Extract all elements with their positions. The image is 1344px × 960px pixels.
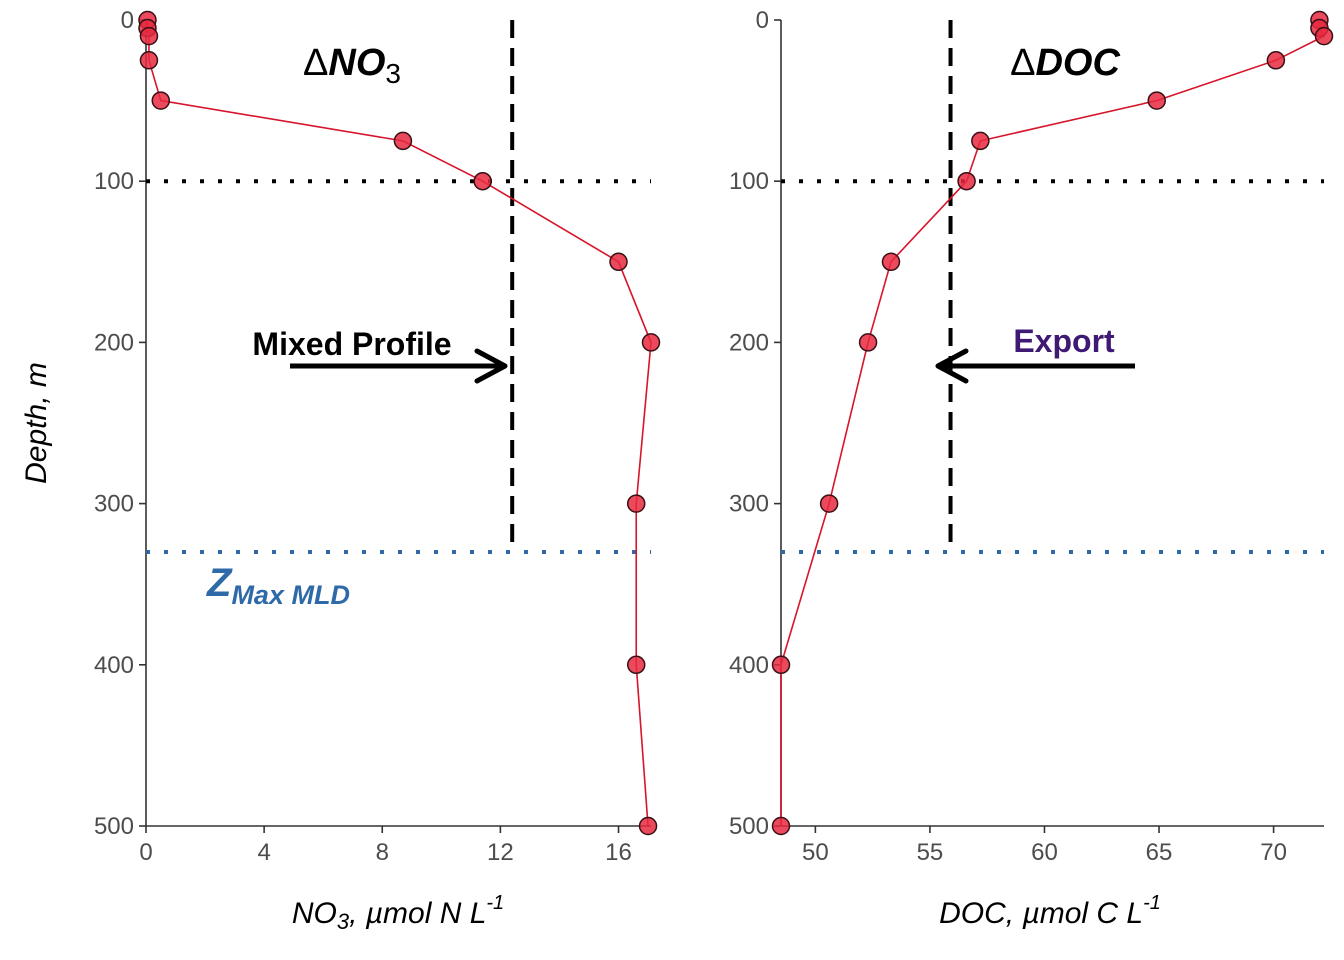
y-tick-label-doc: 0 [756,7,769,34]
panel-title-no3: ΔNO3 [303,42,401,89]
y-tick-label-no3: 400 [94,652,134,679]
data-point-no3 [638,816,658,836]
x-tick-label-doc: 60 [1031,839,1058,866]
mld-label: ZMax MLD [206,561,350,610]
arrow-head-no3 [474,348,508,384]
y-tick-label-no3: 100 [94,168,134,195]
y-tick-label-no3: 0 [121,7,134,34]
data-point-no3 [641,333,661,352]
panel-title-doc: ΔDOC [1010,42,1120,84]
data-point-no3 [151,91,171,110]
data-point-doc [971,131,990,151]
data-point-doc [1314,26,1334,46]
panel-doc: 0 100 200 300 400 500 50 55 60 65 70 ΔDOC DOC, µmo… [729,7,1334,930]
annotation-mixed-profile: Mixed Profile [252,326,451,362]
data-point-doc [771,816,791,836]
data-point-no3 [139,51,159,70]
x-tick-label-doc: 50 [802,839,829,866]
data-point-no3 [393,131,413,151]
arrow-head-doc [935,348,969,384]
x-tick-label-doc: 65 [1146,839,1173,866]
x-tick-label-no3: 8 [376,839,389,866]
x-axis-title-doc: DOC, µmol C L-1 [939,892,1161,930]
x-tick-label-no3: 0 [139,839,152,866]
data-point-no3 [626,655,646,675]
annotation-export: Export [1013,323,1115,359]
x-tick-label-doc: 55 [917,839,944,866]
data-point-no3 [139,26,159,46]
data-point-doc [957,171,976,191]
x-tick-label-no3: 12 [487,839,514,866]
x-tick-label-doc: 70 [1260,839,1287,866]
data-point-no3 [626,494,646,513]
y-tick-label-no3: 500 [94,813,134,840]
data-point-doc [881,252,901,272]
y-tick-label-doc: 400 [729,652,769,679]
x-axis-title-no3: NO3, µmol N L-1 [292,892,504,934]
y-tick-label-doc: 500 [729,813,769,840]
y-tick-label-no3: 300 [94,491,134,518]
data-point-doc [819,494,839,513]
y-tick-label-no3: 200 [94,329,134,356]
data-point-no3 [609,252,628,272]
x-tick-label-no3: 4 [257,839,270,866]
data-point-no3 [473,171,492,191]
y-tick-label-doc: 300 [729,491,769,518]
series-line-doc [780,20,1326,826]
y-tick-label-doc: 200 [729,329,769,356]
data-point-doc [858,333,878,352]
data-point-doc [771,655,791,675]
x-tick-label-no3: 16 [605,839,632,866]
y-tick-label-doc: 100 [729,168,769,195]
data-point-doc [1147,91,1166,110]
data-point-doc [1266,51,1286,70]
y-axis-title: Depth, m [20,362,53,484]
